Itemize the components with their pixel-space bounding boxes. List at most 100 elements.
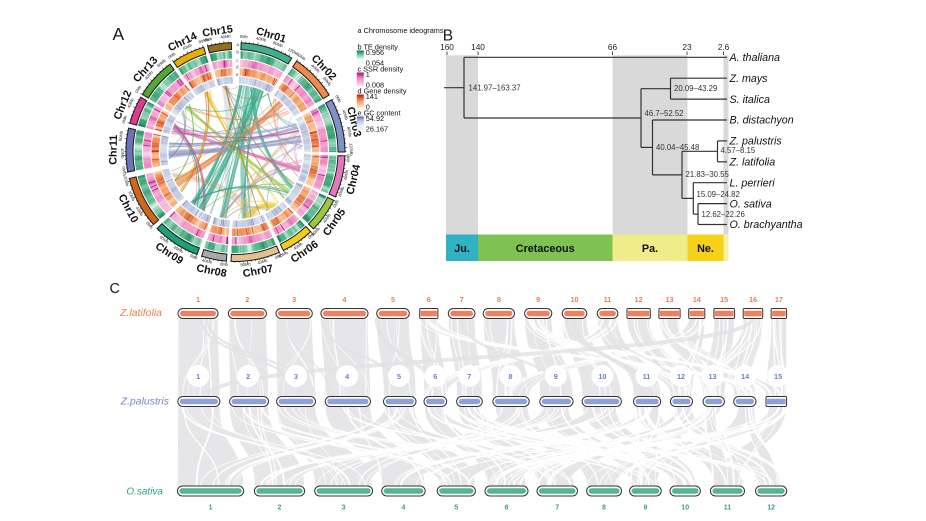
svg-text:4.57–8.15: 4.57–8.15 [721,146,756,155]
svg-text:11: 11 [604,295,612,304]
svg-text:40Mb: 40Mb [201,258,213,265]
svg-text:11: 11 [643,372,651,381]
svg-text:26.167: 26.167 [366,125,388,134]
svg-text:40Mb: 40Mb [120,148,125,159]
svg-text:40Mb: 40Mb [343,169,350,181]
svg-text:80Mb: 80Mb [277,250,289,259]
svg-text:40Mb: 40Mb [310,63,321,74]
svg-text:4: 4 [345,372,350,381]
svg-text:7: 7 [467,372,471,381]
svg-text:40Mb: 40Mb [341,109,349,121]
svg-text:80Mb: 80Mb [198,37,210,45]
svg-text:66: 66 [608,42,618,52]
svg-text:8: 8 [508,372,512,381]
svg-text:2: 2 [246,372,250,381]
svg-text:1: 1 [209,505,213,512]
svg-text:15.09–24.82: 15.09–24.82 [697,190,740,199]
svg-text:120Mb: 120Mb [349,143,355,156]
svg-text:Z.palustris: Z.palustris [120,396,170,408]
svg-text:120Mb: 120Mb [122,173,130,187]
svg-text:B: B [443,27,453,44]
svg-text:4: 4 [342,295,347,304]
svg-text:80Mb: 80Mb [118,130,124,141]
svg-text:0Mb: 0Mb [240,34,249,39]
svg-text:80Mb: 80Mb [337,185,345,197]
svg-text:0Mb: 0Mb [121,114,128,124]
svg-text:0Mb: 0Mb [189,253,199,261]
svg-text:5: 5 [391,295,395,304]
svg-text:Ne.: Ne. [697,243,714,255]
svg-text:Chr15: Chr15 [202,23,234,39]
svg-text:13: 13 [708,372,716,381]
svg-text:11: 11 [724,505,732,512]
svg-text:0.956: 0.956 [366,48,384,57]
svg-text:d Gene density: d Gene density [358,86,407,95]
svg-text:40Mb: 40Mb [292,241,304,251]
svg-text:2.6: 2.6 [718,42,730,52]
svg-text:5: 5 [454,505,458,512]
svg-text:80Mb: 80Mb [240,261,251,267]
svg-text:Chr07: Chr07 [242,263,274,280]
svg-text:9: 9 [554,372,558,381]
svg-text:O.sativa: O.sativa [126,486,163,497]
svg-text:0Mb: 0Mb [334,94,343,104]
svg-text:Z.latifolia: Z.latifolia [119,307,162,319]
svg-text:80Mb: 80Mb [272,40,284,49]
svg-text:160: 160 [440,42,454,52]
svg-text:14: 14 [693,295,702,304]
svg-text:8: 8 [497,295,501,304]
svg-text:17: 17 [775,295,783,304]
svg-text:6: 6 [505,505,509,512]
svg-text:8: 8 [602,505,606,512]
svg-text:C: C [110,281,120,297]
svg-text:141.97–163.37: 141.97–163.37 [469,83,521,92]
svg-text:3: 3 [292,295,296,304]
svg-text:15: 15 [720,295,728,304]
svg-text:L. perrieri: L. perrieri [730,177,776,189]
svg-text:9: 9 [536,295,540,304]
svg-text:b TE density: b TE density [358,42,399,51]
svg-text:Cretaceous: Cretaceous [516,243,575,255]
svg-text:12: 12 [635,295,643,304]
svg-text:e GC content: e GC content [358,108,401,117]
svg-text:10: 10 [570,295,578,304]
svg-text:1: 1 [366,70,370,79]
svg-text:3: 3 [294,372,298,381]
svg-text:d: d [236,65,239,70]
svg-text:80Mb: 80Mb [156,57,168,68]
svg-text:40Mb: 40Mb [144,69,155,81]
svg-text:120Mb: 120Mb [287,47,301,58]
svg-text:Chr08: Chr08 [195,262,227,280]
svg-text:0Mb: 0Mb [297,53,307,62]
svg-text:80Mb: 80Mb [127,190,136,202]
svg-text:0: 0 [366,103,370,112]
svg-text:40Mb: 40Mb [257,258,269,266]
svg-text:40Mb: 40Mb [322,212,332,224]
svg-text:80Mb: 80Mb [310,225,321,236]
svg-text:0Mb: 0Mb [145,220,155,230]
svg-text:80Mb: 80Mb [322,76,333,88]
svg-text:1: 1 [196,295,200,304]
svg-text:140: 140 [471,42,485,52]
svg-text:141: 141 [366,92,378,101]
svg-text:1: 1 [196,372,200,381]
svg-text:46.7–52.52: 46.7–52.52 [645,109,684,118]
svg-text:3: 3 [342,505,346,512]
svg-text:6: 6 [433,372,437,381]
svg-text:a: a [236,42,239,47]
svg-text:40Mb: 40Mb [126,97,135,109]
svg-text:12: 12 [767,505,775,512]
svg-text:12: 12 [677,372,685,381]
svg-text:0.054: 0.054 [366,59,384,68]
svg-text:80Mb: 80Mb [159,234,171,245]
svg-text:c: c [236,58,239,63]
svg-text:80Mb: 80Mb [346,126,353,138]
svg-text:0Mb: 0Mb [345,153,350,162]
svg-text:A. thaliana: A. thaliana [729,52,781,64]
svg-text:0Mb: 0Mb [220,261,229,267]
svg-text:40Mb: 40Mb [220,34,231,40]
svg-text:40Mb: 40Mb [173,245,185,255]
svg-text:Z. latifolia: Z. latifolia [729,157,776,169]
svg-text:2: 2 [245,295,249,304]
svg-text:a Chromosome ideograms: a Chromosome ideograms [358,26,444,35]
